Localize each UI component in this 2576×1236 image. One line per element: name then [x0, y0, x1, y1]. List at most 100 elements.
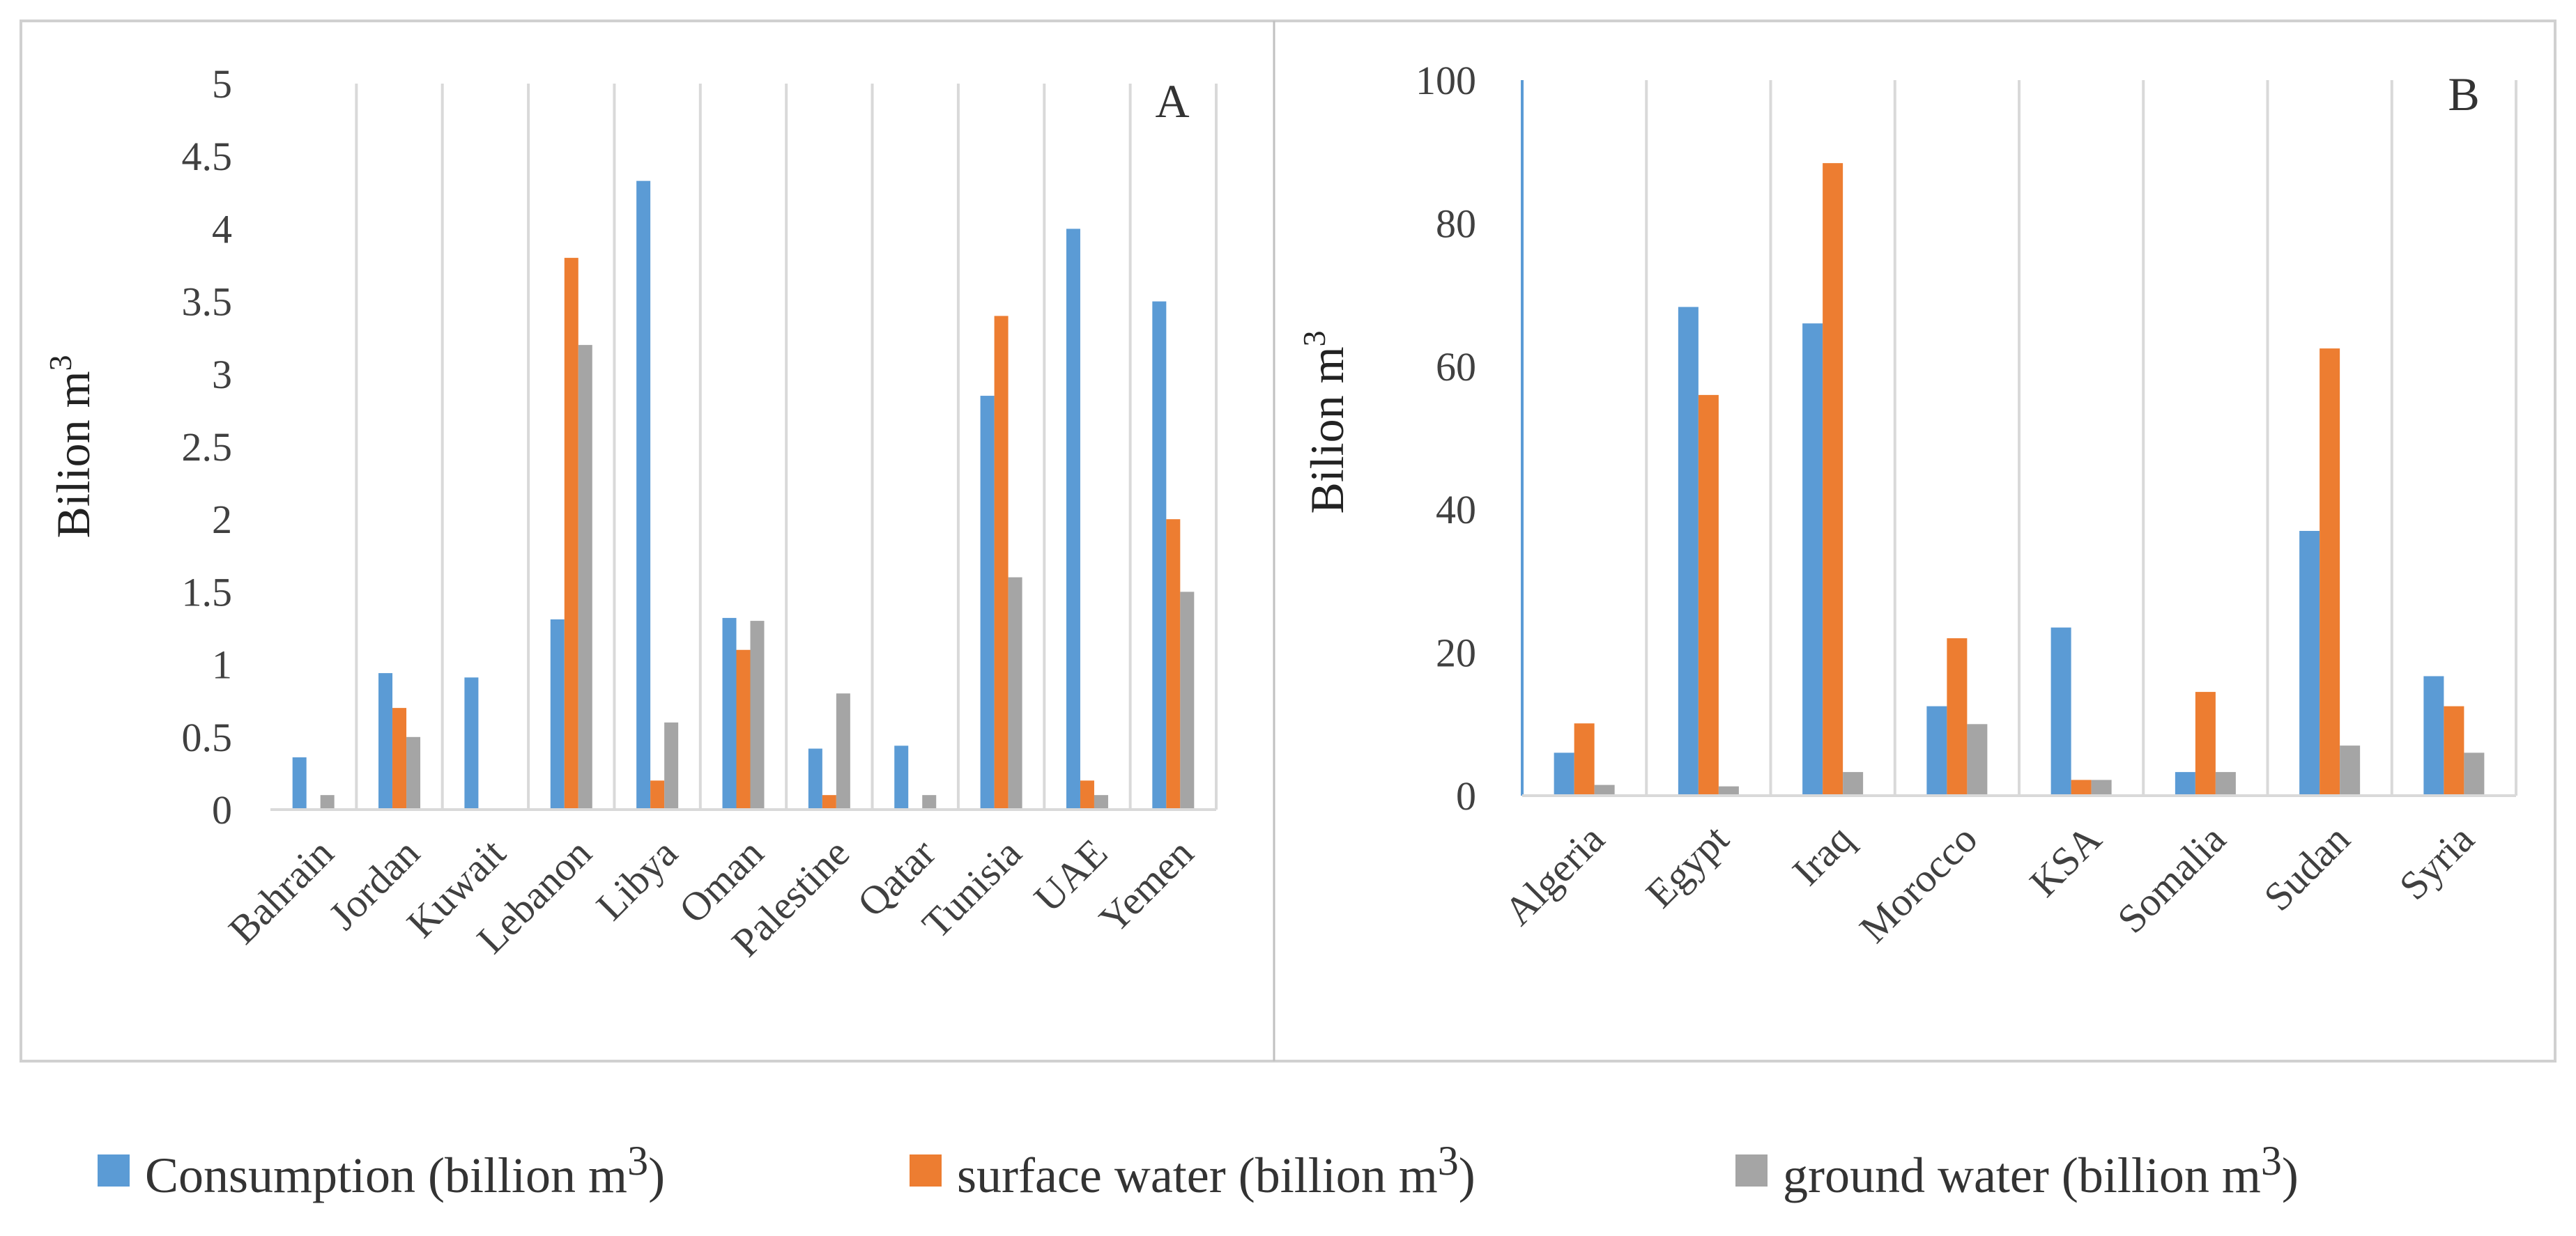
panel-a-y-tick-label: 0.5 [182, 715, 233, 760]
panel-b-bar-surface-water-morocco [1947, 638, 1968, 796]
panel-a-bar-consumption-lebanon [550, 619, 565, 810]
panel-a-y-tick-label: 1.5 [182, 569, 233, 615]
panel-a-y-tick-label: 2.5 [182, 424, 233, 470]
panel-a-category-label-tunisia: Tunisia [913, 830, 1030, 947]
panel-b-bar-surface-water-egypt [1698, 394, 1719, 796]
legend-label-surface-water: surface water (billion m [957, 1147, 1438, 1203]
legend-swatch-ground-water [1735, 1154, 1768, 1187]
legend-label-surface-water-tail: ) [1458, 1147, 1475, 1203]
legend-label-ground-water-sup: 3 [2260, 1137, 2282, 1184]
panel-a-y-tick-label: 3 [212, 352, 232, 397]
panel-b-y-axis-label-sup: 3 [1296, 331, 1332, 347]
chart-figure: 00.511.522.533.544.55BahrainJordanKuwait… [20, 20, 2556, 1063]
panel-a-bar-ground-water-libya [664, 722, 679, 810]
panel-a-y-axis-label-text: Bilion m [47, 371, 100, 539]
panel-b-y-tick-label: 60 [1436, 344, 1476, 389]
panel-b-y-axis-label-text: Bilion m [1301, 347, 1354, 514]
panel-a-bar-consumption-bahrain [292, 757, 307, 810]
panel-b-y-tick-label: 40 [1436, 487, 1476, 532]
panel-a: 00.511.522.533.544.55BahrainJordanKuwait… [43, 61, 1218, 965]
panel-a-bar-surface-water-palestine [822, 795, 836, 810]
panel-a-bar-consumption-kuwait [464, 677, 479, 810]
panel-a-bar-surface-water-jordan [392, 708, 407, 810]
panel-a-y-tick-label: 4 [212, 206, 232, 252]
panel-a-category-label-libya: Libya [588, 830, 687, 929]
panel-b-category-label-iraq: Iraq [1784, 816, 1862, 894]
panel-b-bar-consumption-egypt [1678, 307, 1699, 796]
panel-b-bar-ground-water-syria [2464, 752, 2485, 796]
panel-a-y-axis-label-sup: 3 [43, 355, 78, 371]
legend: Consumption (billion m3) surface water (… [0, 1129, 2576, 1212]
panel-b-y-tick-label: 0 [1456, 773, 1476, 819]
legend-item-ground-water: ground water (billion m3) [1735, 1138, 2299, 1203]
panel-a-bar-consumption-palestine [808, 748, 822, 810]
legend-label-consumption-sup: 3 [627, 1137, 649, 1184]
legend-swatch-consumption [98, 1154, 130, 1187]
panel-b-bar-ground-water-somalia [2215, 772, 2236, 796]
panel-b-bar-ground-water-sudan [2340, 746, 2361, 796]
panel-b-bar-surface-water-somalia [2195, 692, 2216, 796]
legend-label-consumption-tail: ) [648, 1147, 666, 1203]
legend-label-consumption: Consumption (billion m [145, 1147, 628, 1203]
panel-a-category-label-yemen: Yemen [1090, 830, 1202, 941]
figure-frame [20, 20, 2556, 1063]
panel-a-y-tick-label: 2 [212, 497, 232, 542]
panel-b-category-label-sudan: Sudan [2255, 816, 2358, 919]
panel-a-bar-surface-water-yemen [1166, 519, 1181, 810]
panel-b-bar-ground-water-egypt [1718, 786, 1739, 796]
panel-b-bar-consumption-morocco [1926, 706, 1947, 796]
panel-b-y-tick-label: 80 [1436, 201, 1476, 246]
panel-a-bar-consumption-jordan [378, 673, 393, 810]
panel-a-label: A [1155, 75, 1189, 128]
legend-label-ground-water-tail: ) [2281, 1147, 2299, 1203]
panel-a-bar-ground-water-palestine [836, 693, 850, 810]
legend-item-surface-water: surface water (billion m3) [910, 1138, 1475, 1203]
panel-a-y-axis-label: Bilion m3 [43, 355, 100, 539]
panel-a-bar-consumption-tunisia [980, 396, 995, 810]
panel-a-bar-ground-water-tunisia [1008, 577, 1022, 810]
panel-b-category-label-algeria: Algeria [1496, 816, 1613, 934]
panel-b-y-tick-label: 20 [1436, 631, 1476, 676]
panel-a-bar-ground-water-bahrain [320, 795, 335, 810]
panel-b-bar-surface-water-syria [2444, 706, 2464, 796]
panel-b-y-tick-label: 100 [1416, 58, 1476, 103]
panel-b-bar-consumption-syria [2423, 676, 2444, 796]
panel-a-bar-ground-water-yemen [1180, 592, 1195, 810]
panel-b-bar-consumption-iraq [1802, 323, 1823, 796]
panel-a-bar-ground-water-uae [1094, 795, 1108, 810]
panel-b-bar-consumption-somalia [2175, 772, 2195, 796]
panel-b-label: B [2448, 68, 2479, 121]
panel-a-y-tick-label: 3.5 [182, 279, 233, 325]
panel-b-bar-consumption-ksa [2050, 627, 2071, 796]
panel-b-bar-consumption-sudan [2299, 531, 2320, 796]
panel-a-bar-surface-water-tunisia [994, 316, 1009, 810]
panel-b-category-label-egypt: Egypt [1637, 816, 1738, 916]
panel-b-bar-ground-water-algeria [1594, 785, 1615, 796]
legend-label-ground-water: ground water (billion m [1783, 1147, 2261, 1203]
panel-a-bar-ground-water-lebanon [578, 345, 592, 810]
panel-a-bar-surface-water-oman [736, 649, 751, 810]
panel-a-bar-ground-water-oman [750, 621, 765, 810]
legend-label-surface-water-sup: 3 [1437, 1137, 1459, 1184]
panel-b-bar-surface-water-ksa [2071, 780, 2092, 796]
panel-a-bar-surface-water-lebanon [564, 258, 578, 810]
panel-a-bar-consumption-uae [1066, 229, 1080, 810]
panel-b-bar-surface-water-algeria [1574, 723, 1595, 796]
panel-a-bar-ground-water-jordan [406, 736, 421, 810]
panel-b-category-label-morocco: Morocco [1850, 816, 1986, 951]
panel-b-bar-ground-water-iraq [1843, 772, 1864, 796]
panel-a-y-tick-label: 1 [212, 642, 232, 688]
legend-item-consumption: Consumption (billion m3) [98, 1138, 665, 1203]
panel-a-y-tick-label: 5 [212, 61, 232, 107]
panel-b-bar-consumption-algeria [1554, 752, 1574, 796]
panel-a-bar-ground-water-qatar [922, 795, 937, 810]
panel-a-y-tick-label: 4.5 [182, 134, 233, 179]
panel-b-bar-ground-water-morocco [1967, 724, 1988, 796]
panel-b-category-label-somalia: Somalia [2108, 816, 2234, 941]
panel-b-bar-surface-water-iraq [1823, 163, 1843, 796]
panel-a-bar-surface-water-uae [1080, 780, 1094, 810]
panel-a-y-tick-label: 0 [212, 787, 232, 833]
panel-a-category-label-bahrain: Bahrain [220, 830, 342, 952]
panel-b-bar-ground-water-ksa [2091, 780, 2112, 796]
legend-swatch-surface-water [910, 1154, 942, 1187]
